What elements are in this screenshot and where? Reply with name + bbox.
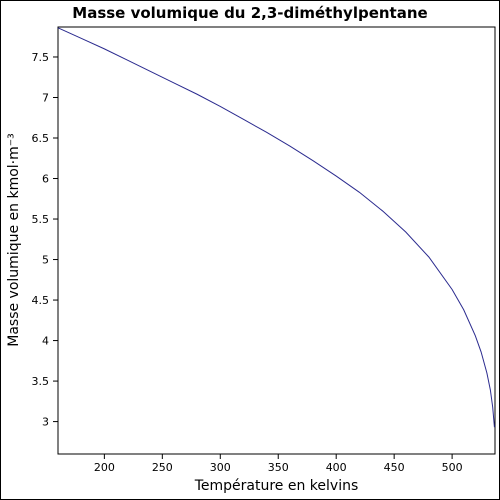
y-tick-label: 5 (42, 254, 49, 267)
y-tick-label: 3.5 (32, 375, 50, 388)
y-tick-label: 6.5 (32, 132, 50, 145)
y-tick-label: 6 (42, 173, 49, 186)
y-tick-label: 5.5 (32, 213, 50, 226)
chart-title: Masse volumique du 2,3-diméthylpentane (72, 4, 428, 22)
y-tick-label: 7 (42, 91, 49, 104)
axes (57, 26, 496, 455)
y-tick-label: 3 (42, 416, 49, 429)
series-group (57, 27, 495, 428)
x-tick-label: 200 (94, 461, 115, 474)
x-tick-label: 300 (210, 461, 231, 474)
x-tick-label: 500 (442, 461, 463, 474)
x-tick-label: 250 (152, 461, 173, 474)
plot-area-border (57, 26, 496, 455)
x-tick-label: 400 (326, 461, 347, 474)
x-tick-label: 350 (268, 461, 289, 474)
y-axis-label: Masse volumique en kmol·m⁻³ (6, 133, 22, 347)
x-axis-ticks: 200 250 300 350 400 450 500 (94, 454, 463, 474)
y-tick-label: 4 (42, 335, 49, 348)
y-tick-label: 7.5 (32, 51, 50, 64)
y-tick-label: 4.5 (32, 294, 50, 307)
y-axis-ticks: 3 3.5 4 4.5 5 5.5 6 6.5 7 7.5 (32, 51, 58, 429)
series-line (57, 27, 495, 428)
x-tick-label: 450 (384, 461, 405, 474)
x-axis-label: Température en kelvins (194, 478, 359, 494)
